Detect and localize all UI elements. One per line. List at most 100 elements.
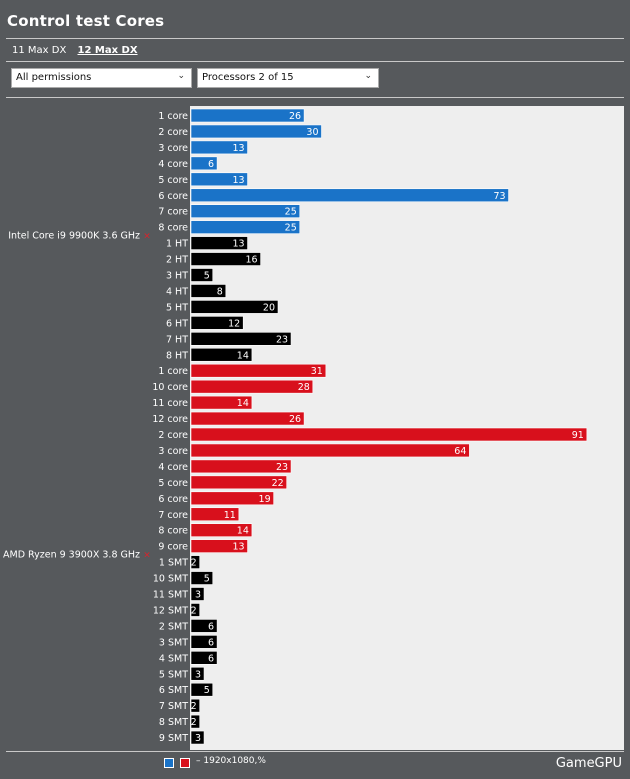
chart-title: Control test Cores [7, 12, 165, 30]
tick-label: 2 SMT [159, 621, 188, 632]
bar [190, 427, 588, 442]
bar [190, 539, 248, 553]
remove-icon: × [143, 551, 151, 561]
chevron-down-icon: ⌄ [177, 71, 185, 81]
bar [190, 252, 261, 266]
bar [190, 108, 305, 123]
data-label: 2 [191, 605, 197, 616]
tick-label: 10 SMT [153, 574, 188, 585]
bar [190, 523, 253, 538]
tick-label: 5 core [158, 175, 188, 186]
tick-label: 6 SMT [159, 685, 188, 696]
data-label: 31 [311, 366, 323, 377]
data-label: 13 [232, 143, 244, 154]
data-label: 11 [224, 510, 236, 521]
tick-label: 12 core [152, 414, 188, 425]
tick-label: 2 HT [166, 255, 188, 266]
bar [190, 204, 301, 218]
data-label: 14 [237, 398, 249, 409]
tick-label: 1 HT [166, 239, 188, 250]
tab-11-max-dx[interactable]: 11 Max DX [12, 45, 67, 56]
group-label: Intel Core i9 9900K 3.6 GHz [8, 231, 140, 242]
data-label: 6 [208, 621, 214, 632]
data-label: 14 [237, 350, 249, 361]
tick-label: 3 HT [166, 271, 188, 282]
tick-label: 7 core [158, 510, 188, 521]
bar [190, 459, 292, 474]
data-label: 25 [285, 223, 297, 234]
bar [190, 650, 218, 665]
data-label: 5 [204, 271, 210, 282]
tab-bar: 11 Max DX 12 Max DX [12, 45, 146, 56]
tick-label: 8 SMT [159, 717, 188, 728]
brand-logo: GameGPU [555, 756, 622, 771]
data-label: 23 [276, 334, 288, 345]
data-label: 5 [204, 685, 210, 696]
data-label: 6 [208, 159, 214, 170]
bar [190, 411, 305, 426]
bar [190, 555, 200, 569]
bar [190, 316, 244, 330]
tick-label: 11 core [152, 398, 188, 409]
bar [190, 300, 279, 314]
data-label: 3 [195, 590, 201, 601]
legend-text: – 1920x1080,% [196, 756, 266, 766]
data-label: 25 [285, 207, 297, 218]
tick-label: 4 SMT [159, 653, 188, 664]
bar [190, 347, 253, 362]
data-label: 26 [289, 111, 301, 122]
data-label: 26 [289, 414, 301, 425]
tick-label: 7 core [158, 207, 188, 218]
tick-label: 2 core [158, 430, 188, 441]
bar [190, 188, 509, 203]
bar [190, 587, 205, 601]
bar [190, 331, 292, 346]
bar [190, 475, 287, 490]
tab-12-max-dx[interactable]: 12 Max DX [77, 45, 138, 56]
bar [190, 507, 240, 522]
data-label: 20 [263, 302, 275, 313]
tick-label: 6 core [158, 191, 188, 202]
bar [190, 363, 327, 378]
tick-label: 10 core [152, 382, 188, 393]
tick-label: 8 core [158, 526, 188, 537]
bar [190, 603, 200, 617]
tick-label: 1 core [158, 111, 188, 122]
tick-label: 1 SMT [159, 558, 188, 569]
bar [190, 379, 314, 394]
data-label: 2 [191, 717, 197, 728]
bar [190, 156, 218, 171]
bar [190, 730, 205, 745]
data-label: 73 [493, 191, 505, 202]
bar [190, 571, 214, 585]
bar [190, 124, 322, 139]
divider [6, 38, 624, 39]
divider [6, 97, 624, 98]
tick-label: 9 SMT [159, 733, 188, 744]
data-label: 5 [204, 574, 210, 585]
permissions-select-value: All permissions [16, 72, 92, 83]
bar [190, 140, 248, 155]
group-label: AMD Ryzen 9 3900X 3.8 GHz [3, 550, 140, 561]
bar [190, 443, 470, 458]
tick-label: 5 HT [166, 302, 188, 313]
tick-label: 3 SMT [159, 637, 188, 648]
divider [6, 751, 624, 752]
permissions-select[interactable]: All permissions ⌄ [11, 68, 192, 88]
processors-select[interactable]: Processors 2 of 15 ⌄ [197, 68, 379, 88]
bar [190, 220, 301, 234]
tick-label: 2 core [158, 127, 188, 138]
legend-swatch-amd [180, 758, 190, 768]
bar [190, 284, 227, 298]
data-label: 3 [195, 669, 201, 680]
tick-label: 1 core [158, 366, 188, 377]
bar [190, 635, 218, 649]
bar [190, 395, 253, 410]
bar [190, 491, 274, 506]
tick-label: 9 core [158, 542, 188, 553]
bar [190, 714, 200, 729]
bar [190, 682, 214, 697]
data-label: 2 [191, 558, 197, 569]
tick-label: 8 core [158, 223, 188, 234]
